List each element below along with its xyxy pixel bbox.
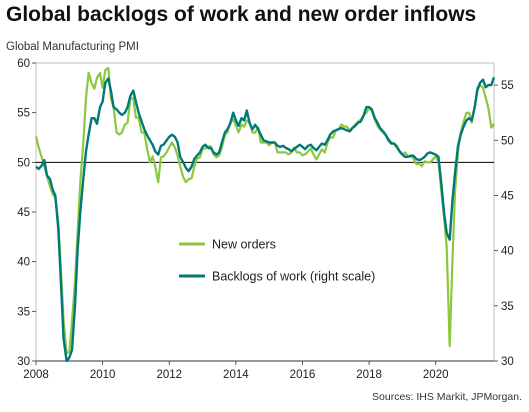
y-tick-label-left: 55 (17, 108, 30, 120)
x-tick-label: 2020 (423, 369, 449, 381)
y-tick-label-left: 30 (17, 356, 30, 368)
y-tick-label-right: 30 (501, 356, 514, 368)
x-tick-label: 2012 (156, 369, 182, 381)
y-tick-label-right: 35 (501, 301, 514, 313)
y-tick-label-right: 45 (501, 190, 514, 202)
axes-layer: 30 35 40 45 50 55 60 30 35 40 45 50 55 2008 2010 2012 20… (17, 58, 514, 381)
x-tick-label: 2014 (223, 369, 249, 381)
series-line-new-orders (34, 66, 495, 355)
chart-title: Global backlogs of work and new order in… (6, 3, 477, 26)
y-tick-label-right: 40 (501, 246, 514, 258)
series-line-backlogs (35, 76, 496, 363)
y-tick-label-left: 35 (17, 306, 30, 318)
series-layer (34, 66, 496, 363)
legend: New orders Backlogs of work (right scale… (179, 238, 375, 284)
plot-frame (35, 62, 495, 362)
x-tick-label: 2010 (90, 369, 116, 381)
y-tick-label-right: 50 (501, 135, 514, 147)
x-tick-label: 2008 (23, 369, 49, 381)
y-tick-label-left: 60 (17, 58, 30, 70)
y-tick-label-right: 55 (501, 80, 514, 92)
x-tick-label: 2016 (290, 369, 316, 381)
legend-label-backlogs: Backlogs of work (right scale) (212, 270, 375, 284)
y-tick-label-left: 40 (17, 257, 30, 269)
y-axis-label: Global Manufacturing PMI (6, 41, 139, 53)
y-tick-label-left: 45 (17, 207, 30, 219)
y-tick-label-left: 50 (17, 157, 30, 169)
source-note: Sources: IHS Markit, JPMorgan. (372, 391, 522, 403)
x-tick-label: 2018 (356, 369, 382, 381)
legend-label-new-orders: New orders (212, 238, 276, 252)
